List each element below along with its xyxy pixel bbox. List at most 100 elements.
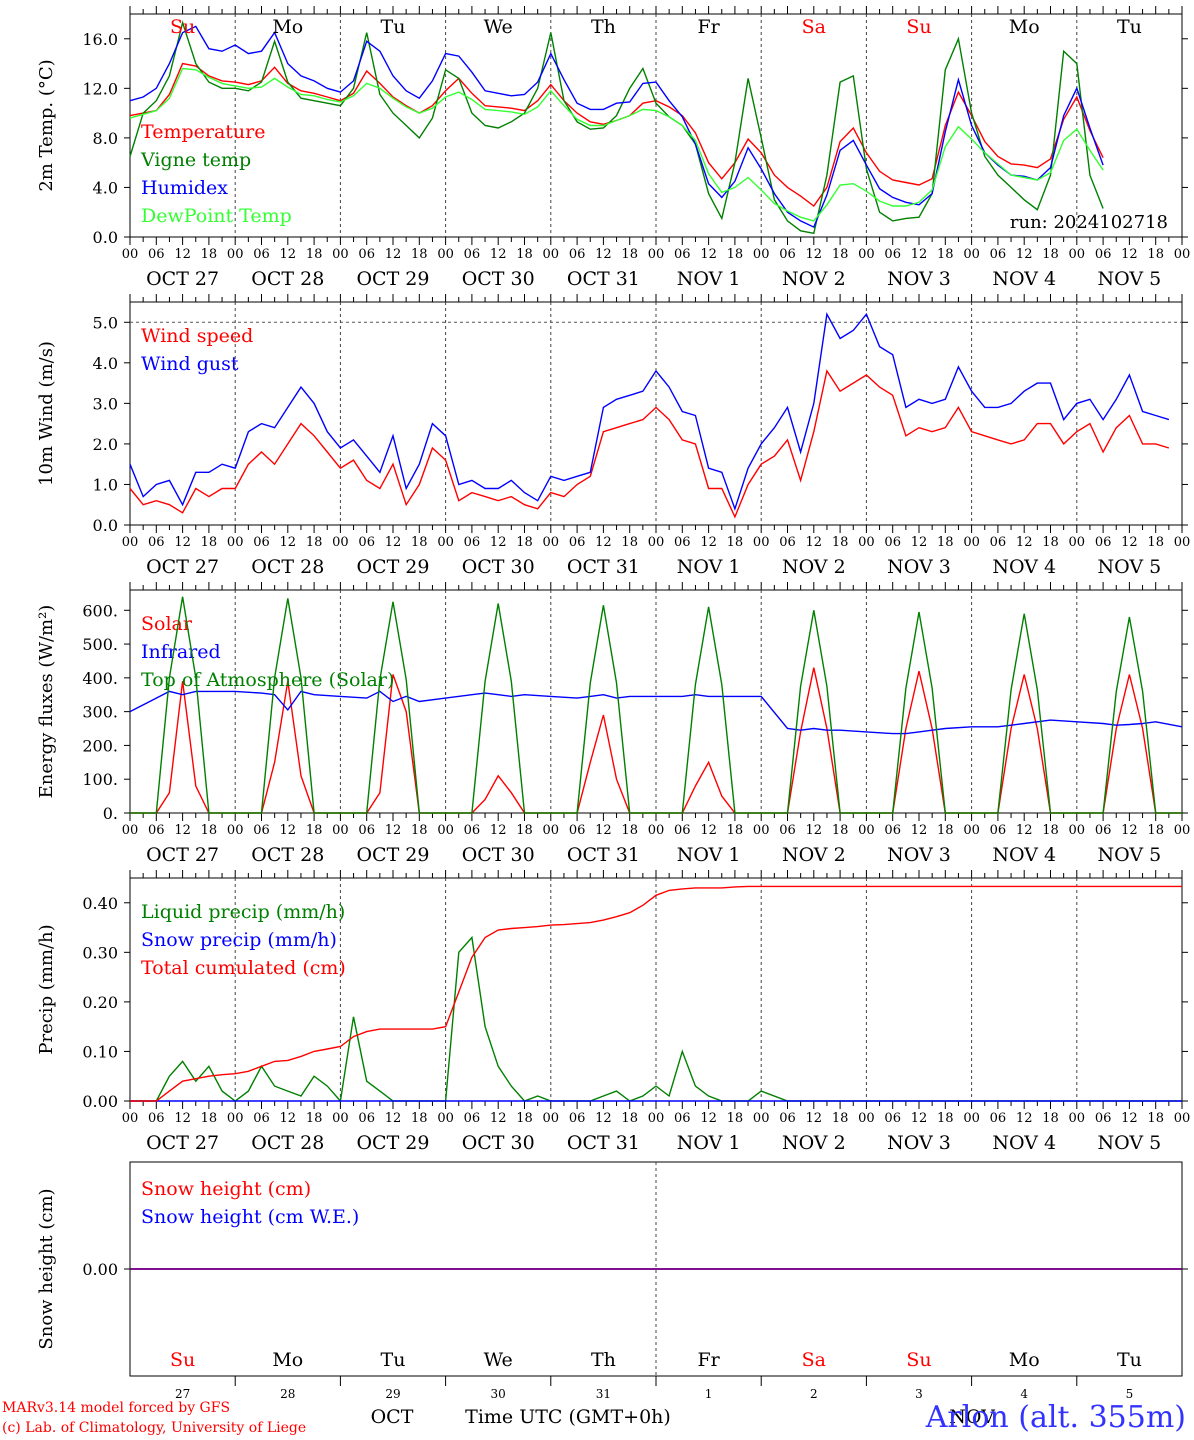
date-label: NOV 1 [677, 844, 741, 866]
date-label: OCT 31 [567, 844, 640, 866]
hour-label: 00 [858, 1111, 875, 1126]
hour-label: 12 [174, 823, 191, 838]
hour-label: 12 [490, 535, 507, 550]
weekday-label: Su [170, 16, 195, 38]
date-label: OCT 29 [356, 556, 429, 578]
hour-label: 06 [148, 247, 165, 262]
hour-label: 06 [779, 1111, 796, 1126]
weekday-label: Su [906, 16, 931, 38]
hour-label: 12 [280, 247, 297, 262]
run-label: run: 2024102718 [1010, 212, 1168, 233]
weekday-label: Fr [697, 1349, 720, 1371]
hour-label: 06 [779, 823, 796, 838]
series-line [129, 25, 1104, 229]
date-label: NOV 2 [782, 844, 846, 866]
hour-label: 00 [332, 823, 349, 838]
series-line [129, 67, 1104, 222]
hour-label: 18 [1042, 823, 1059, 838]
hour-label: 18 [516, 535, 533, 550]
hour-label: 12 [1016, 1111, 1033, 1126]
date-label: NOV 5 [1098, 268, 1162, 290]
series-line [129, 690, 1183, 735]
series-line [129, 312, 1170, 511]
hour-label: 06 [884, 823, 901, 838]
hour-label: 06 [464, 247, 481, 262]
ytick-label: 0.0 [93, 228, 118, 247]
hour-label: 00 [753, 247, 770, 262]
hour-label: 00 [1069, 247, 1086, 262]
hour-label: 00 [437, 1111, 454, 1126]
hour-label: 12 [911, 1111, 928, 1126]
date-label: OCT 31 [567, 268, 640, 290]
hour-label: 18 [832, 535, 849, 550]
hour-label: 06 [884, 247, 901, 262]
legend-item: Infrared [141, 641, 221, 663]
hour-label: 00 [1174, 247, 1191, 262]
day-number: 30 [491, 1387, 506, 1401]
ytick-label: 200. [82, 736, 118, 755]
date-label: NOV 3 [887, 268, 951, 290]
hour-label: 18 [516, 823, 533, 838]
legend-item: Snow height (cm) [141, 1178, 311, 1200]
y-axis-label: Snow height (cm) [36, 1188, 57, 1349]
hour-label: 12 [806, 823, 823, 838]
hour-label: 00 [1069, 1111, 1086, 1126]
date-label: NOV 3 [887, 844, 951, 866]
hour-label: 06 [884, 1111, 901, 1126]
hour-label: 18 [937, 535, 954, 550]
hour-label: 06 [148, 823, 165, 838]
hour-label: 00 [1174, 1111, 1191, 1126]
hour-label: 00 [753, 1111, 770, 1126]
date-label: OCT 31 [567, 1132, 640, 1154]
hour-label: 00 [543, 823, 560, 838]
weekday-label: Tu [1117, 1349, 1142, 1371]
legend-item: Vigne temp [140, 149, 251, 171]
hour-label: 00 [122, 535, 139, 550]
day-number: 27 [175, 1387, 190, 1401]
hour-label: 18 [1147, 535, 1164, 550]
hour-label: 18 [727, 1111, 744, 1126]
ytick-label: 0. [103, 804, 118, 823]
hour-label: 06 [884, 535, 901, 550]
date-label: NOV 2 [782, 268, 846, 290]
hour-label: 00 [1174, 823, 1191, 838]
hour-label: 06 [990, 1111, 1007, 1126]
hour-label: 12 [595, 823, 612, 838]
hour-label: 12 [174, 1111, 191, 1126]
hour-label: 06 [1095, 535, 1112, 550]
hour-label: 06 [1095, 823, 1112, 838]
legend-item: Temperature [141, 121, 265, 143]
hour-label: 12 [700, 823, 717, 838]
date-label: OCT 30 [462, 556, 535, 578]
hour-label: 06 [358, 247, 375, 262]
hour-label: 00 [332, 247, 349, 262]
date-label: NOV 3 [887, 556, 951, 578]
hour-label: 06 [464, 1111, 481, 1126]
panel-frame [129, 13, 1183, 238]
hour-label: 18 [306, 535, 323, 550]
legend-item: Total cumulated (cm) [141, 957, 346, 979]
date-label: OCT 29 [356, 268, 429, 290]
legend-item: Solar [141, 613, 193, 635]
hour-label: 00 [963, 535, 980, 550]
hour-label: 00 [963, 1111, 980, 1126]
weekday-label: Mo [272, 16, 303, 38]
y-axis-label: 2m Temp. (°C) [36, 59, 57, 191]
hour-label: 00 [753, 535, 770, 550]
date-label: OCT 28 [251, 1132, 324, 1154]
legend-item: Liquid precip (mm/h) [141, 901, 345, 923]
hour-label: 12 [490, 823, 507, 838]
hour-label: 00 [963, 247, 980, 262]
hour-label: 00 [1069, 823, 1086, 838]
hour-label: 12 [385, 535, 402, 550]
hour-label: 18 [621, 1111, 638, 1126]
day-number: 2 [810, 1387, 818, 1401]
hour-label: 18 [201, 535, 218, 550]
hour-label: 06 [148, 535, 165, 550]
hour-label: 00 [332, 1111, 349, 1126]
weekday-label: Mo [272, 1349, 303, 1371]
hour-label: 00 [963, 823, 980, 838]
hour-label: 12 [1121, 247, 1138, 262]
weekday-label: Th [591, 16, 616, 38]
date-label: OCT 30 [462, 268, 535, 290]
